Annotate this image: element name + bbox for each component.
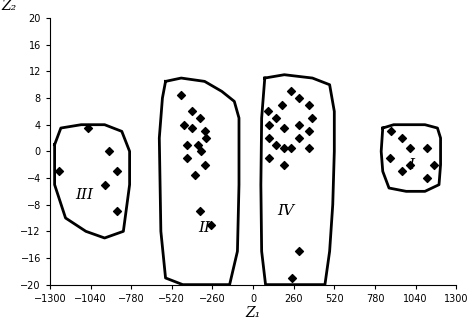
Point [295, 135, 303, 141]
Point [399, 135, 406, 141]
Y-axis label: Z₂: Z₂ [2, 0, 17, 13]
Point [305, 145, 312, 151]
Point [188, 126, 196, 131]
Point [265, 122, 273, 127]
Point [183, 142, 191, 147]
Point [305, 129, 312, 134]
Point [198, 149, 205, 154]
Point [295, 96, 303, 101]
Text: IV: IV [277, 204, 294, 218]
Point [287, 89, 294, 94]
Point [272, 142, 280, 147]
Point [265, 156, 273, 161]
Point [188, 109, 196, 114]
Point [423, 145, 430, 151]
Point [196, 115, 204, 121]
Point [305, 102, 312, 107]
Point [201, 162, 209, 167]
Point [278, 102, 286, 107]
Point [280, 145, 287, 151]
Text: I: I [408, 158, 414, 172]
Point [181, 122, 188, 127]
Point [106, 149, 113, 154]
Point [202, 135, 210, 141]
Point [113, 169, 121, 174]
Point [191, 172, 199, 177]
X-axis label: Z₁: Z₁ [246, 306, 261, 320]
Point [264, 109, 272, 114]
Point [295, 122, 303, 127]
Point [388, 129, 395, 134]
Point [265, 135, 273, 141]
Point [430, 162, 438, 167]
Point [55, 169, 62, 174]
Text: III: III [75, 188, 93, 202]
Point [177, 92, 185, 97]
Point [280, 126, 287, 131]
Point [406, 145, 414, 151]
Point [288, 275, 296, 281]
Point [423, 175, 430, 181]
Point [406, 162, 414, 167]
Point [399, 169, 406, 174]
Point [101, 182, 109, 187]
Point [84, 126, 92, 131]
Point [207, 222, 215, 227]
Point [288, 145, 295, 151]
Point [280, 162, 287, 167]
Point [201, 129, 209, 134]
Point [273, 115, 280, 121]
Point [194, 142, 201, 147]
Point [308, 115, 315, 121]
Point [183, 156, 191, 161]
Point [295, 249, 303, 254]
Text: II: II [199, 221, 210, 235]
Point [196, 209, 204, 214]
Point [386, 156, 393, 161]
Point [113, 209, 121, 214]
